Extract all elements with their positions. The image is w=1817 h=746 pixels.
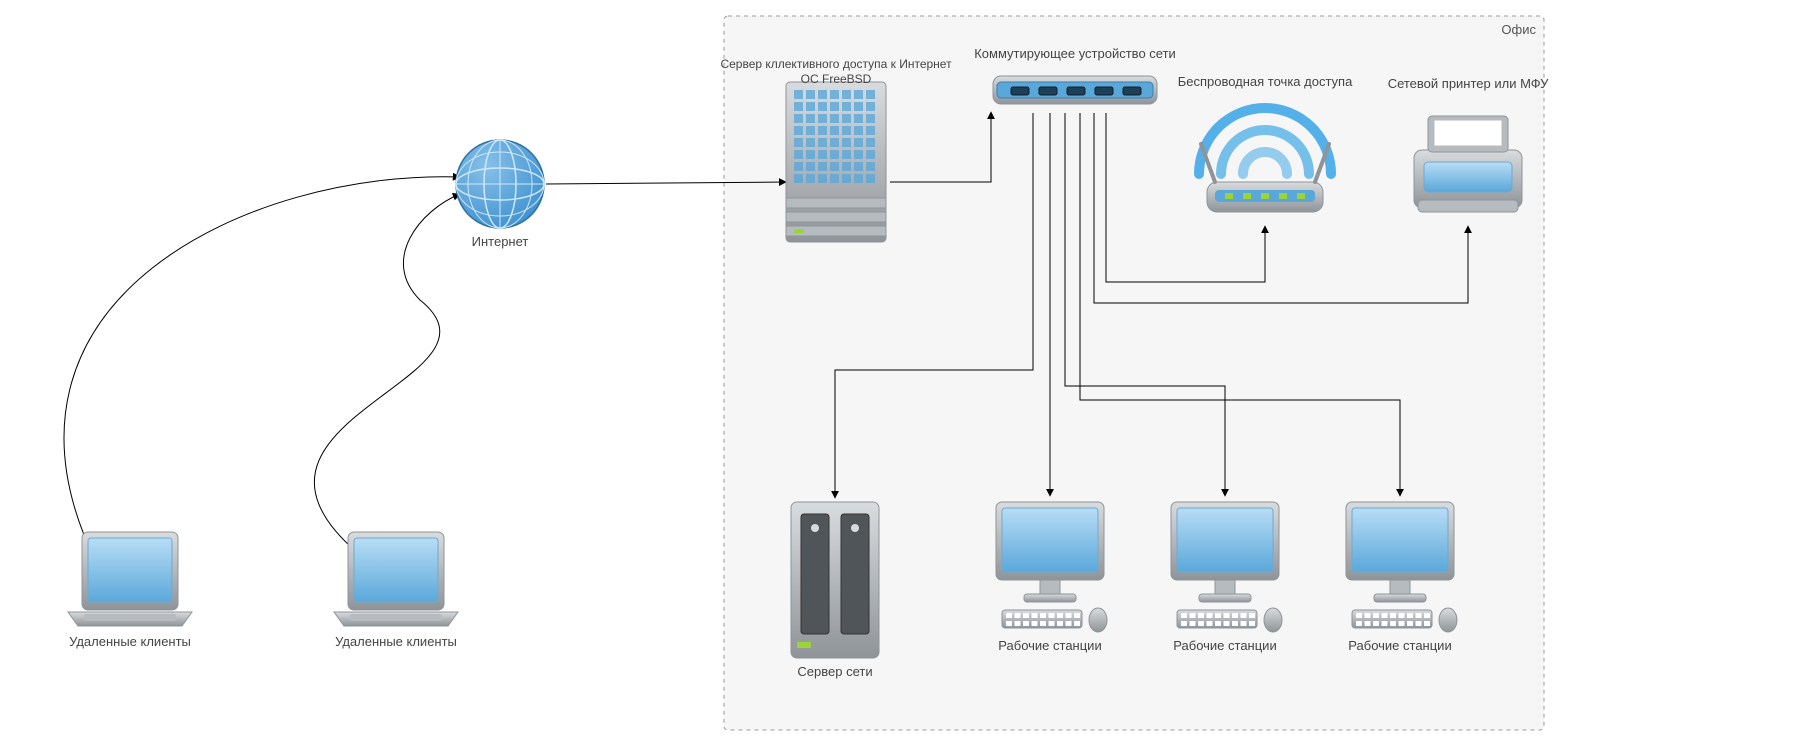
node-label: Коммутирующее устройство сети: [974, 46, 1176, 61]
node-label2: ОС FreeBSD: [801, 72, 872, 86]
node-label: Удаленные клиенты: [69, 634, 191, 649]
switch-icon: [993, 76, 1157, 104]
edge-laptopR-globe: [314, 194, 460, 555]
node-label: Рабочие станции: [1173, 638, 1276, 653]
server-tower-icon: [786, 82, 886, 242]
printer-icon: [1414, 116, 1522, 212]
edge-laptopL-globe: [64, 177, 460, 560]
node-label: Удаленные клиенты: [335, 634, 457, 649]
server-small-icon: [791, 502, 879, 658]
node-label: Рабочие станции: [998, 638, 1101, 653]
node-label: Рабочие станции: [1348, 638, 1451, 653]
globe-icon: [456, 140, 544, 228]
node-laptop_right: Удаленные клиенты: [334, 532, 458, 649]
office-label: Офис: [1501, 22, 1536, 37]
node-label: Сервер сети: [797, 664, 872, 679]
node-laptop_left: Удаленные клиенты: [68, 532, 192, 649]
laptop-icon: [334, 532, 458, 626]
node-label: Беспроводная точка доступа: [1178, 74, 1353, 89]
laptop-icon: [68, 532, 192, 626]
node-server_lan: Сервер сети: [791, 502, 879, 679]
node-label: Сетевой принтер или МФУ: [1388, 76, 1549, 91]
node-globe: Интернет: [456, 140, 544, 249]
network-diagram: Офис Удаленные клиенты Удаленные клиенты Ин…: [0, 0, 1817, 746]
node-label: Интернет: [472, 234, 529, 249]
node-label: Сервер кллективного доступа к Интернет: [720, 57, 952, 71]
